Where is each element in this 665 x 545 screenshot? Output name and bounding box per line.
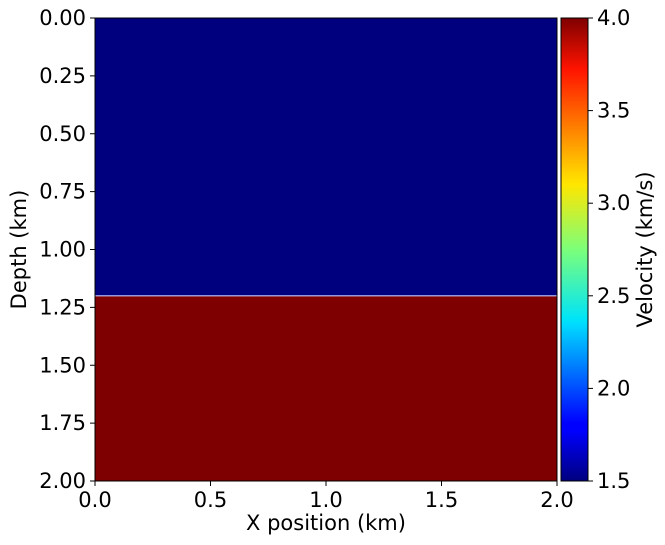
y-tick-label: 0.00	[39, 6, 86, 30]
x-tick-label: 1.5	[425, 488, 458, 512]
y-tick-label: 2.00	[39, 469, 86, 493]
x-tick-label: 2.0	[540, 488, 573, 512]
y-axis-label: Depth (km)	[7, 190, 31, 310]
colorbar-tick-label: 2.5	[597, 284, 630, 308]
y-tick-label: 0.25	[39, 64, 86, 88]
velocity-layer-1	[95, 18, 557, 296]
colorbar-tick-label: 3.0	[597, 191, 630, 215]
colorbar	[560, 17, 589, 482]
y-tick-label: 1.75	[39, 411, 86, 435]
y-axis-ticks: 0.00 0.25 0.50 0.75 1.00 1.25 1.50 1.75 2.00	[39, 6, 95, 493]
colorbar-tick-label: 2.0	[597, 376, 630, 400]
colorbar-label: Velocity (km/s)	[633, 171, 657, 327]
colorbar-tick-label: 4.0	[597, 6, 630, 30]
y-tick-label: 1.25	[39, 295, 86, 319]
colorbar-tick-label: 3.5	[597, 99, 630, 123]
colorbar-tick-label: 1.5	[597, 469, 630, 493]
x-axis-ticks: 0.0 0.5 1.0 1.5 2.0	[78, 481, 574, 512]
y-tick-label: 0.50	[39, 122, 86, 146]
y-tick-label: 1.50	[39, 353, 86, 377]
y-tick-label: 0.75	[39, 180, 86, 204]
velocity-layer-2	[95, 295, 557, 481]
velocity-layers	[95, 18, 557, 481]
y-tick-label: 1.00	[39, 238, 86, 262]
colorbar-ticks: 1.5 2.0 2.5 3.0 3.5 4.0	[588, 6, 630, 493]
x-tick-label: 0.5	[194, 488, 227, 512]
x-tick-label: 0.0	[78, 488, 111, 512]
x-axis-label: X position (km)	[246, 511, 406, 535]
x-tick-label: 1.0	[309, 488, 342, 512]
